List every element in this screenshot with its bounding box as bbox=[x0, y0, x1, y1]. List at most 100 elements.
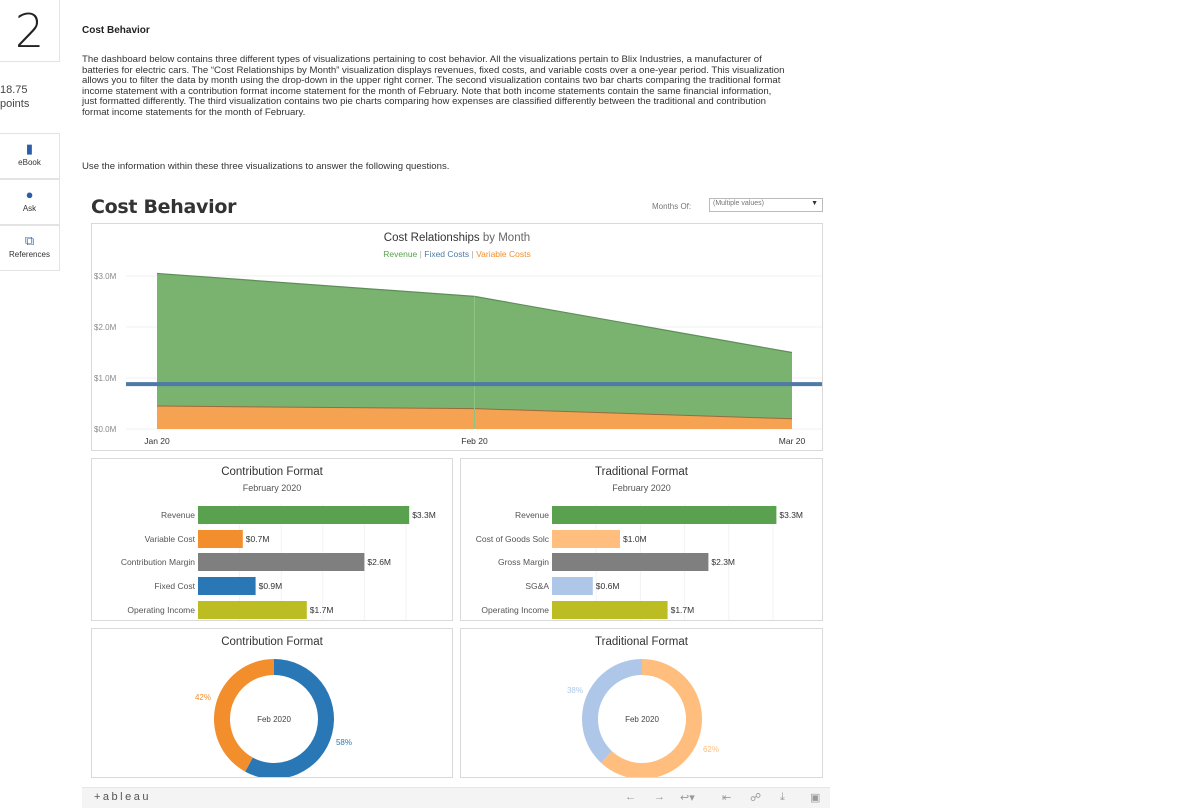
points-value: 18.75 bbox=[0, 84, 28, 96]
bar bbox=[198, 530, 243, 548]
bar-category-label: Revenue bbox=[515, 510, 549, 520]
traditional-bar-chart: Revenue $3.3M Cost of Goods Solc $1.0M Gross… bbox=[476, 504, 803, 620]
revert-icon[interactable]: ↩▾ bbox=[680, 792, 695, 804]
bar bbox=[552, 577, 593, 595]
sidebar-item-ebook[interactable]: ▮ eBook bbox=[0, 133, 60, 179]
book-icon: ▮ bbox=[25, 141, 34, 156]
traditional-pie-panel: Traditional Format 62% 38% Feb 2020 bbox=[460, 628, 823, 778]
question-title: Cost Behavior bbox=[82, 25, 150, 36]
bar-value-label: $1.0M bbox=[623, 534, 647, 544]
undo-icon[interactable]: ← bbox=[625, 791, 636, 803]
sidebar-item-label: Ask bbox=[22, 204, 37, 213]
title-main: Cost Relationships bbox=[383, 232, 480, 244]
bar-value-label: $2.6M bbox=[367, 557, 391, 567]
pie-slice bbox=[245, 659, 334, 777]
bar-chart-title: Contribution Format bbox=[221, 466, 323, 478]
bar-chart-title: Traditional Format bbox=[595, 466, 688, 478]
pie-chart-title: Traditional Format bbox=[595, 636, 688, 648]
share-icon[interactable]: ☍ bbox=[750, 792, 762, 804]
months-filter-value: (Multiple values) bbox=[713, 200, 764, 207]
pie-center-label: Feb 2020 bbox=[257, 715, 291, 724]
bar-category-label: Gross Margin bbox=[498, 557, 549, 567]
contribution-bar-panel: Contribution Format February 2020 Revenu… bbox=[91, 458, 453, 621]
bar-value-label: $2.3M bbox=[711, 557, 735, 567]
sidebar-item-label: References bbox=[9, 250, 50, 259]
contribution-pie-chart: 58% 42% Feb 2020 bbox=[195, 659, 352, 777]
sidebar-item-label: eBook bbox=[18, 158, 41, 167]
months-filter-label: Months Of: bbox=[652, 202, 692, 211]
redo-icon[interactable]: → bbox=[654, 791, 665, 803]
fullscreen-icon[interactable]: ▣ bbox=[810, 792, 821, 804]
sidebar-item-ask[interactable]: ● Ask bbox=[0, 179, 60, 225]
bar bbox=[198, 577, 256, 595]
pie-slice bbox=[214, 659, 274, 772]
bar-category-label: SG&A bbox=[525, 581, 549, 591]
bar-value-label: $0.6M bbox=[596, 581, 620, 591]
points-display: 18.75 points bbox=[0, 83, 29, 111]
question-description: The dashboard below contains three diffe… bbox=[82, 54, 785, 118]
legend-revenue[interactable]: Revenue bbox=[383, 249, 418, 259]
months-filter-dropdown[interactable]: (Multiple values) ▼ bbox=[709, 198, 823, 212]
tableau-toolbar: +ableau ← → ↩▾ ⇤ ☍ ⤓ ▣ bbox=[82, 787, 830, 808]
bar-category-label: Contribution Margin bbox=[121, 557, 195, 567]
cost-relationships-panel: Cost Relationships by Month Revenue | Fi… bbox=[91, 223, 823, 451]
contribution-bar-chart: Revenue $3.3M Variable Cost $0.7M Contributi… bbox=[121, 504, 436, 620]
tableau-logo: +ableau bbox=[94, 791, 151, 803]
bar bbox=[552, 506, 777, 524]
bar-chart-subtitle: February 2020 bbox=[242, 483, 302, 493]
traditional-pie-chart: 62% 38% Feb 2020 bbox=[567, 659, 719, 777]
reset-icon[interactable]: ⇤ bbox=[722, 792, 732, 804]
x-tick-label: Feb 20 bbox=[461, 436, 488, 446]
y-tick-label: $2.0M bbox=[94, 323, 117, 332]
legend-fixed-costs[interactable]: Fixed Costs bbox=[424, 249, 470, 259]
pie-center-label: Feb 2020 bbox=[625, 715, 659, 724]
bar bbox=[198, 553, 365, 571]
bar-value-label: $1.7M bbox=[671, 605, 695, 615]
y-tick-label: $1.0M bbox=[94, 374, 117, 383]
chat-bubble-icon: ● bbox=[25, 187, 34, 202]
pie-percent-label: 58% bbox=[336, 738, 352, 747]
question-instruction: Use the information within these three v… bbox=[82, 161, 450, 172]
legend-variable-costs[interactable]: Variable Costs bbox=[476, 249, 531, 259]
area-chart: $0.0M $1.0M $2.0M $3.0M Jan 20 Feb 20 Mar 20 bbox=[94, 272, 822, 446]
x-tick-label: Jan 20 bbox=[144, 436, 170, 446]
y-tick-label: $0.0M bbox=[94, 425, 117, 434]
pie-chart-title: Contribution Format bbox=[221, 636, 323, 648]
bar-value-label: $0.9M bbox=[259, 581, 283, 591]
bar bbox=[552, 530, 620, 548]
sidebar-item-references[interactable]: ⧉ References bbox=[0, 225, 60, 271]
area-chart-title: Cost Relationships by Month bbox=[92, 232, 822, 244]
bar-category-label: Cost of Goods Solc bbox=[476, 534, 550, 544]
traditional-bar-panel: Traditional Format February 2020 Revenue… bbox=[460, 458, 823, 621]
bar-chart-subtitle: February 2020 bbox=[612, 483, 671, 493]
pie-percent-label: 42% bbox=[195, 693, 211, 702]
legend-separator: | bbox=[419, 249, 422, 259]
pie-percent-label: 38% bbox=[567, 686, 583, 695]
bar-category-label: Operating Income bbox=[127, 605, 195, 615]
download-icon[interactable]: ⤓ bbox=[780, 791, 785, 803]
pie-slice bbox=[582, 659, 642, 763]
bar bbox=[198, 506, 410, 524]
bar-category-label: Fixed Cost bbox=[154, 581, 195, 591]
bar-category-label: Variable Cost bbox=[145, 534, 196, 544]
bar-value-label: $0.7M bbox=[246, 534, 270, 544]
y-tick-label: $3.0M bbox=[94, 272, 117, 281]
pie-slice bbox=[600, 659, 702, 777]
bar bbox=[552, 553, 709, 571]
points-label: points bbox=[0, 98, 30, 110]
bar-value-label: $1.7M bbox=[310, 605, 334, 615]
x-tick-label: Mar 20 bbox=[779, 436, 806, 446]
bar-category-label: Revenue bbox=[161, 510, 195, 520]
bar-value-label: $3.3M bbox=[412, 510, 436, 520]
copy-pages-icon: ⧉ bbox=[24, 233, 35, 248]
bar bbox=[198, 601, 307, 619]
chevron-down-icon: ▼ bbox=[811, 200, 818, 207]
title-suffix: by Month bbox=[482, 232, 531, 244]
contribution-pie-panel: Contribution Format 58% 42% Feb 2020 bbox=[91, 628, 453, 778]
bar-value-label: $3.3M bbox=[779, 510, 803, 520]
bar-category-label: Operating Income bbox=[481, 605, 549, 615]
bar bbox=[552, 601, 668, 619]
dashboard-title: Cost Behavior bbox=[91, 196, 237, 218]
revenue-line bbox=[156, 272, 793, 354]
legend-separator: | bbox=[471, 249, 474, 259]
